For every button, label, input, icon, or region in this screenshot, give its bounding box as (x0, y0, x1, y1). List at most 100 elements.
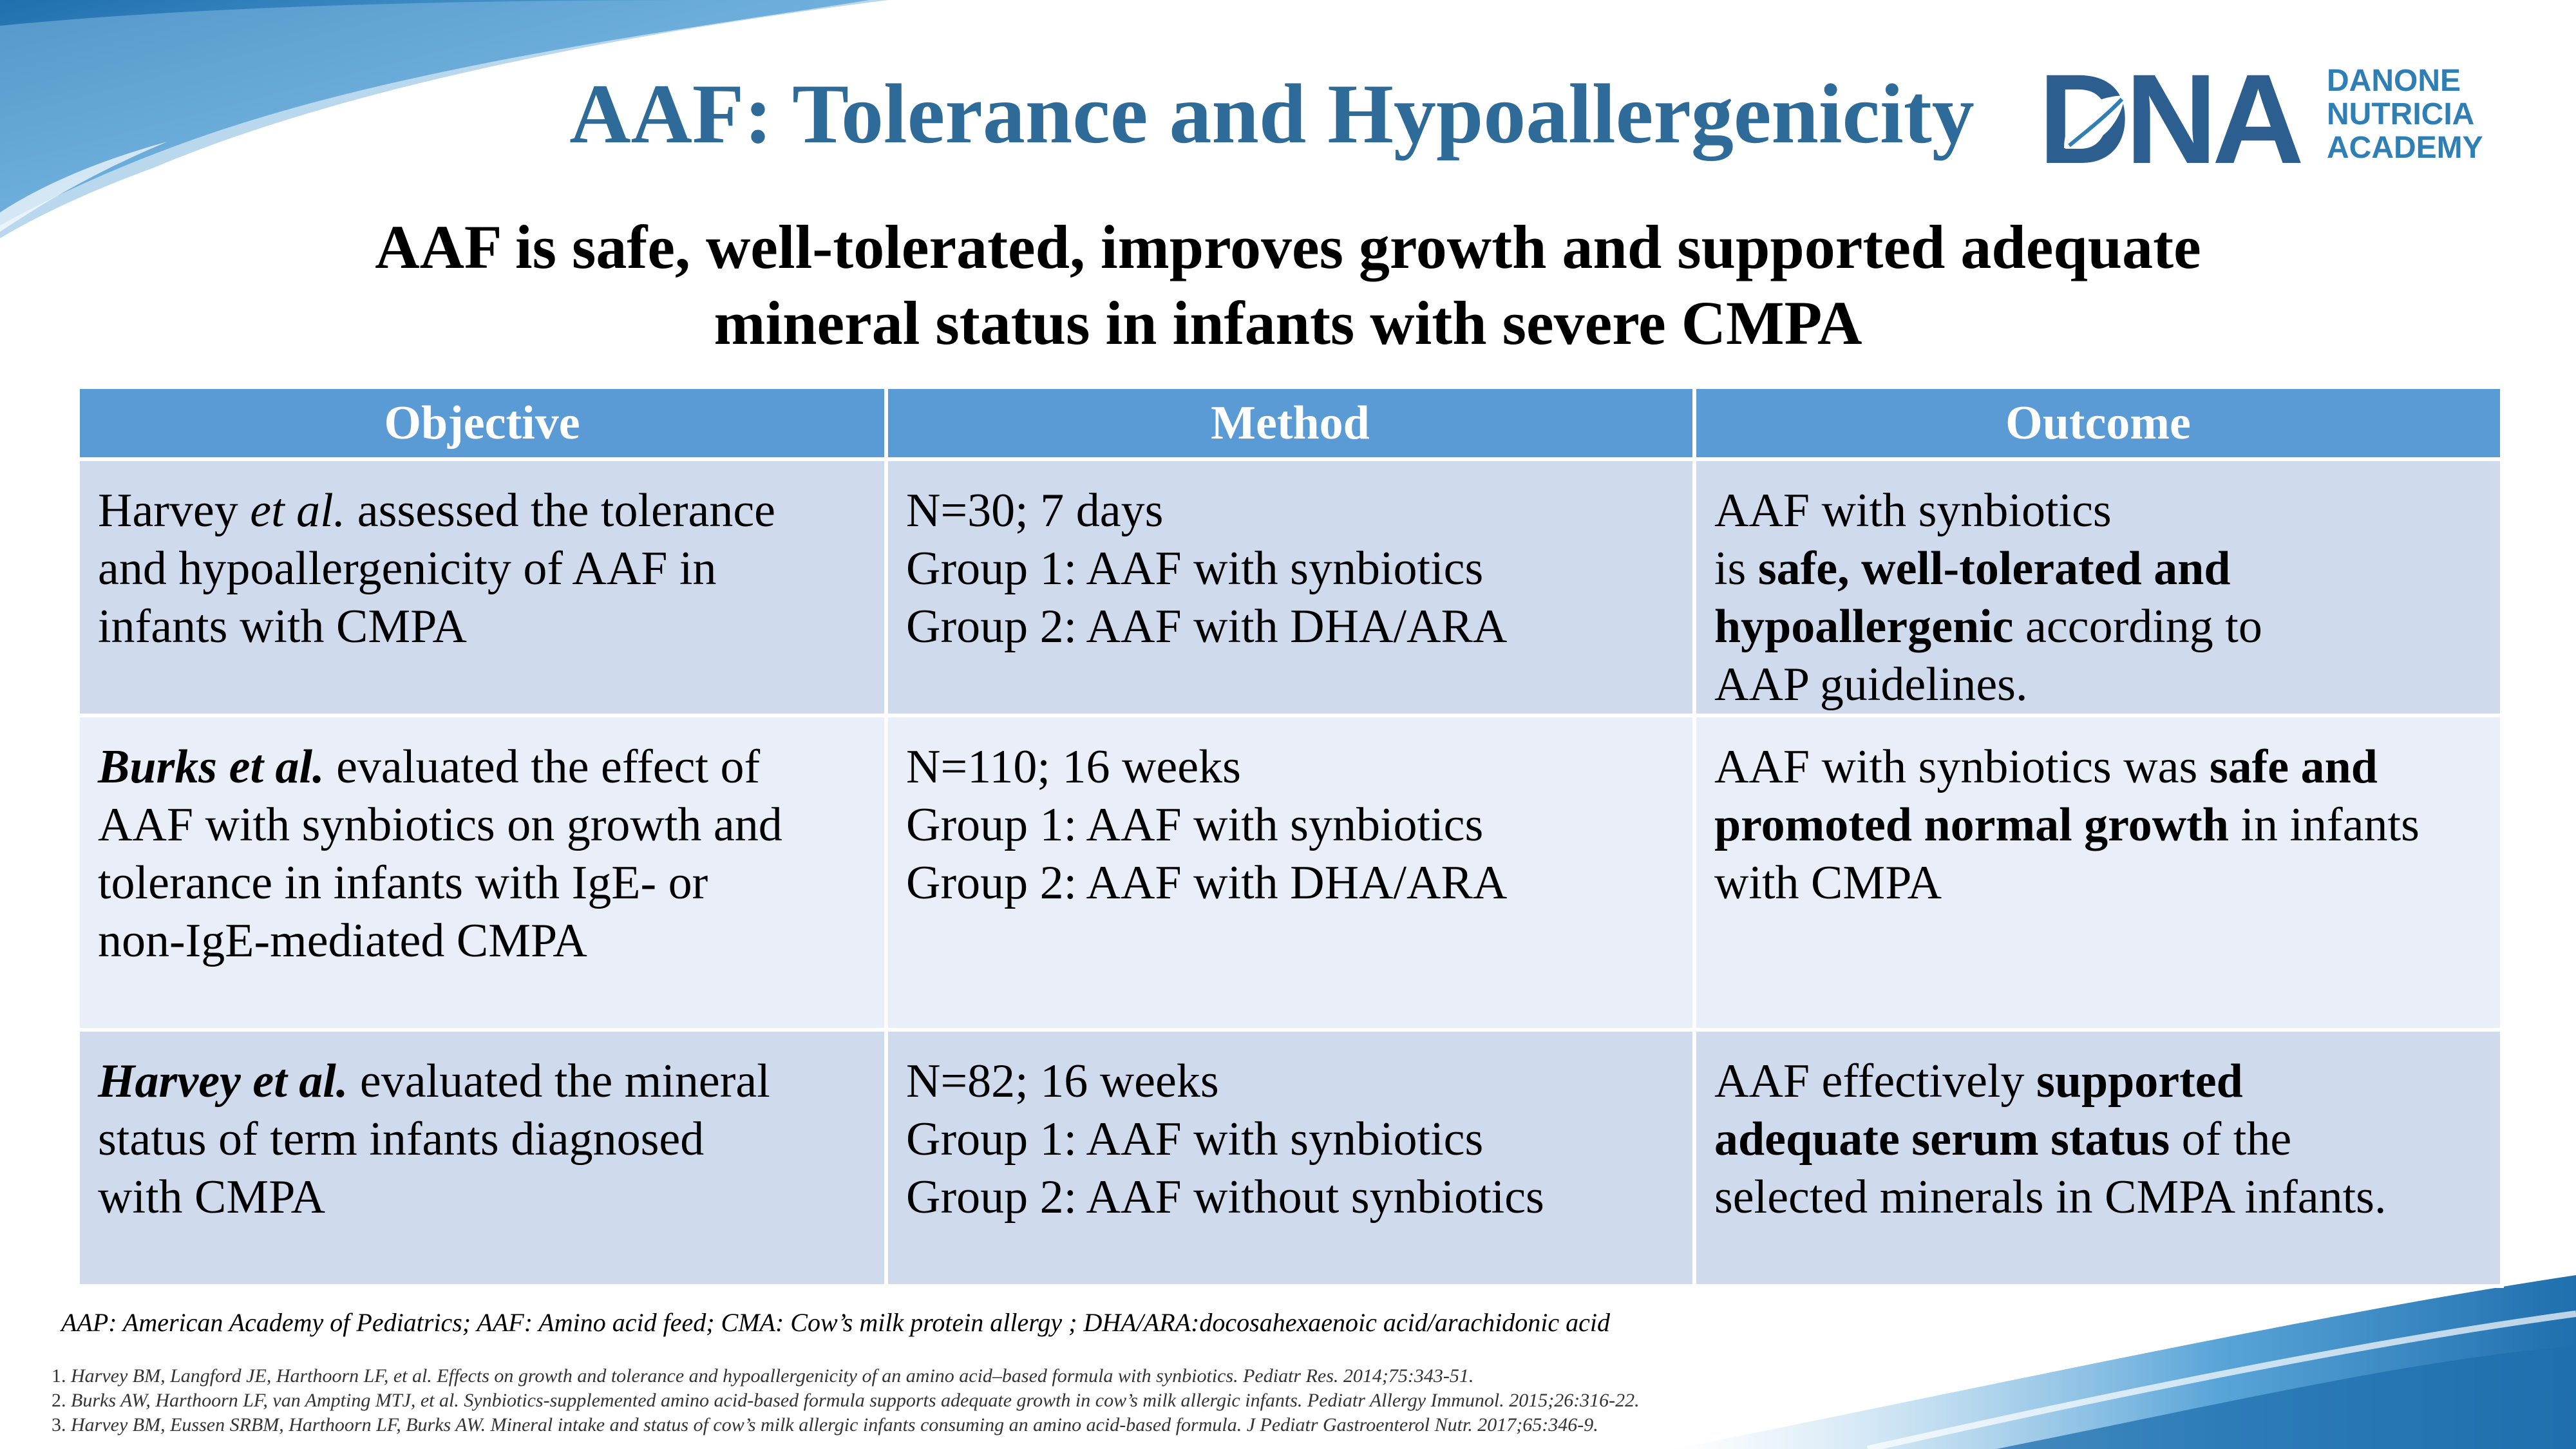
text-segment: assessed the tolerance (345, 484, 776, 537)
text-segment: Burks et al. (98, 741, 325, 793)
objective-cell: Harvey et al. evaluated the mineral statu… (76, 1028, 888, 1288)
leaf-icon (2064, 95, 2125, 148)
cell-line: hypoallergenic according to (1714, 598, 2485, 656)
reference-item: 2. Burks AW, Harthoorn LF, van Ampting M… (52, 1390, 1640, 1411)
text-segment: infants with CMPA (98, 600, 467, 653)
slide-subtitle: AAF is safe, well-tolerated, improves gr… (0, 209, 2576, 361)
text-segment: is (1714, 542, 1758, 595)
method-cell: N=110; 16 weeks Group 1: AAF with synbiot… (884, 714, 1696, 1032)
header-method: Method (884, 385, 1696, 461)
text-segment: et al. (250, 484, 346, 537)
text-segment: promoted normal growth (1714, 799, 2229, 851)
outcome-cell: AAF effectively supported adequate serum … (1692, 1028, 2504, 1288)
cell-line: AAF effectively supported (1714, 1052, 2485, 1110)
text-segment: Group 2: AAF without synbiotics (906, 1171, 1544, 1224)
cell-line: Group 2: AAF with DHA/ARA (906, 598, 1677, 656)
text-segment: supported (2036, 1055, 2243, 1108)
text-segment: safe and (2209, 741, 2378, 793)
cell-line: Harvey et al. assessed the tolerance (98, 482, 869, 540)
text-segment: Group 2: AAF with DHA/ARA (906, 857, 1508, 909)
slide-title: AAF: Tolerance and Hypoallergenicity (569, 66, 1975, 161)
cell-line: adequate serum status of the (1714, 1110, 2485, 1168)
subtitle-line: mineral status in infants with severe CM… (714, 289, 1862, 357)
text-segment: hypoallergenic (1714, 600, 2014, 653)
text-segment: Group 2: AAF with DHA/ARA (906, 600, 1508, 653)
cell-line: tolerance in infants with IgE- or (98, 854, 869, 912)
cell-line: non-IgE-mediated CMPA (98, 912, 869, 970)
logo-word: NUTRICIA (2327, 97, 2475, 131)
text-segment: N=82; 16 weeks (906, 1055, 1219, 1108)
text-segment: Group 1: AAF with synbiotics (906, 542, 1484, 595)
text-segment: non-IgE-mediated CMPA (98, 914, 587, 967)
text-segment: of the (2170, 1113, 2292, 1166)
text-segment: selected minerals in CMPA infants. (1714, 1171, 2387, 1224)
references: 1. Harvey BM, Langford JE, Harthoorn LF,… (52, 1364, 1640, 1437)
table-row: Burks et al. evaluated the effect of AAF … (76, 714, 2504, 1032)
text-segment: status of term infants diagnosed (98, 1113, 705, 1166)
text-segment: with CMPA (98, 1171, 326, 1224)
cell-line: AAF with synbiotics (1714, 482, 2485, 540)
text-segment: N=30; 7 days (906, 484, 1164, 537)
text-segment: Harvey (98, 484, 251, 537)
reference-item: 1. Harvey BM, Langford JE, Harthoorn LF,… (52, 1365, 1474, 1387)
logo-word: DANONE (2327, 64, 2461, 98)
cell-line: promoted normal growth in infants (1714, 796, 2485, 854)
cell-line: N=110; 16 weeks (906, 738, 1677, 796)
study-table: Objective Method Outcome Harvey et al. a… (76, 385, 2504, 1288)
text-segment: AAF with synbiotics on growth and (98, 799, 782, 851)
cell-line: Group 1: AAF with synbiotics (906, 796, 1677, 854)
text-segment: with CMPA (1714, 857, 1942, 909)
method-cell: N=82; 16 weeks Group 1: AAF with synbioti… (884, 1028, 1696, 1288)
objective-cell: Burks et al. evaluated the effect of AAF … (76, 714, 888, 1032)
cell-line: AAP guidelines. (1714, 656, 2485, 714)
header-outcome: Outcome (1692, 385, 2504, 461)
cell-line: N=30; 7 days (906, 482, 1677, 540)
cell-line: AAF with synbiotics was safe and (1714, 738, 2485, 796)
text-segment: safe, well-tolerated and (1757, 542, 2231, 595)
table-header-row: Objective Method Outcome (76, 385, 2504, 461)
text-segment: AAF effectively (1714, 1055, 2037, 1108)
cell-line: N=82; 16 weeks (906, 1052, 1677, 1110)
text-segment: Group 1: AAF with synbiotics (906, 1113, 1484, 1166)
cell-line: status of term infants diagnosed (98, 1110, 869, 1168)
text-segment: Harvey et al. (98, 1055, 348, 1108)
logo-word: ACADEMY (2327, 131, 2483, 165)
cell-line: Group 1: AAF with synbiotics (906, 1110, 1677, 1168)
logo-words: DANONE NUTRICIA ACADEMY (2327, 64, 2483, 165)
cell-line: Burks et al. evaluated the effect of (98, 738, 869, 796)
objective-cell: Harvey et al. assessed the tolerance and … (76, 457, 888, 717)
outcome-cell: AAF with synbiotics is safe, well-tolerat… (1692, 457, 2504, 717)
cell-line: Group 2: AAF with DHA/ARA (906, 854, 1677, 912)
text-segment: in infants (2228, 799, 2420, 851)
cell-line: Group 2: AAF without synbiotics (906, 1168, 1677, 1226)
cell-line: Group 1: AAF with synbiotics (906, 540, 1677, 598)
cell-line: selected minerals in CMPA infants. (1714, 1168, 2485, 1226)
text-segment: N=110; 16 weeks (906, 741, 1241, 793)
header-objective: Objective (76, 385, 888, 461)
text-segment: and hypoallergenicity of AAF in (98, 542, 717, 595)
cell-line: AAF with synbiotics on growth and (98, 796, 869, 854)
text-segment: AAF with synbiotics (1714, 484, 2112, 537)
text-segment: according to (2013, 600, 2262, 653)
text-segment: adequate serum status (1714, 1113, 2170, 1166)
cell-line: with CMPA (98, 1168, 869, 1226)
cell-line: Harvey et al. evaluated the mineral (98, 1052, 869, 1110)
reference-item: 3. Harvey BM, Eussen SRBM, Harthoorn LF,… (52, 1414, 1598, 1435)
text-segment: tolerance in infants with IgE- or (98, 857, 708, 909)
cell-line: with CMPA (1714, 854, 2485, 912)
abbreviations-footnote: AAP: American Academy of Pediatrics; AAF… (61, 1308, 1610, 1337)
text-segment: evaluated the effect of (324, 741, 761, 793)
table-row: Harvey et al. assessed the tolerance and … (76, 457, 2504, 717)
text-segment: AAP guidelines. (1714, 658, 2028, 711)
cell-line: and hypoallergenicity of AAF in (98, 540, 869, 598)
table-row: Harvey et al. evaluated the mineral statu… (76, 1028, 2504, 1288)
outcome-cell: AAF with synbiotics was safe and promoted… (1692, 714, 2504, 1032)
subtitle-line: AAF is safe, well-tolerated, improves gr… (375, 213, 2201, 281)
method-cell: N=30; 7 days Group 1: AAF with synbiotics… (884, 457, 1696, 717)
text-segment: AAF with synbiotics was (1714, 741, 2210, 793)
cell-line: infants with CMPA (98, 598, 869, 656)
text-segment: evaluated the mineral (348, 1055, 770, 1108)
cell-line: is safe, well-tolerated and (1714, 540, 2485, 598)
text-segment: Group 1: AAF with synbiotics (906, 799, 1484, 851)
